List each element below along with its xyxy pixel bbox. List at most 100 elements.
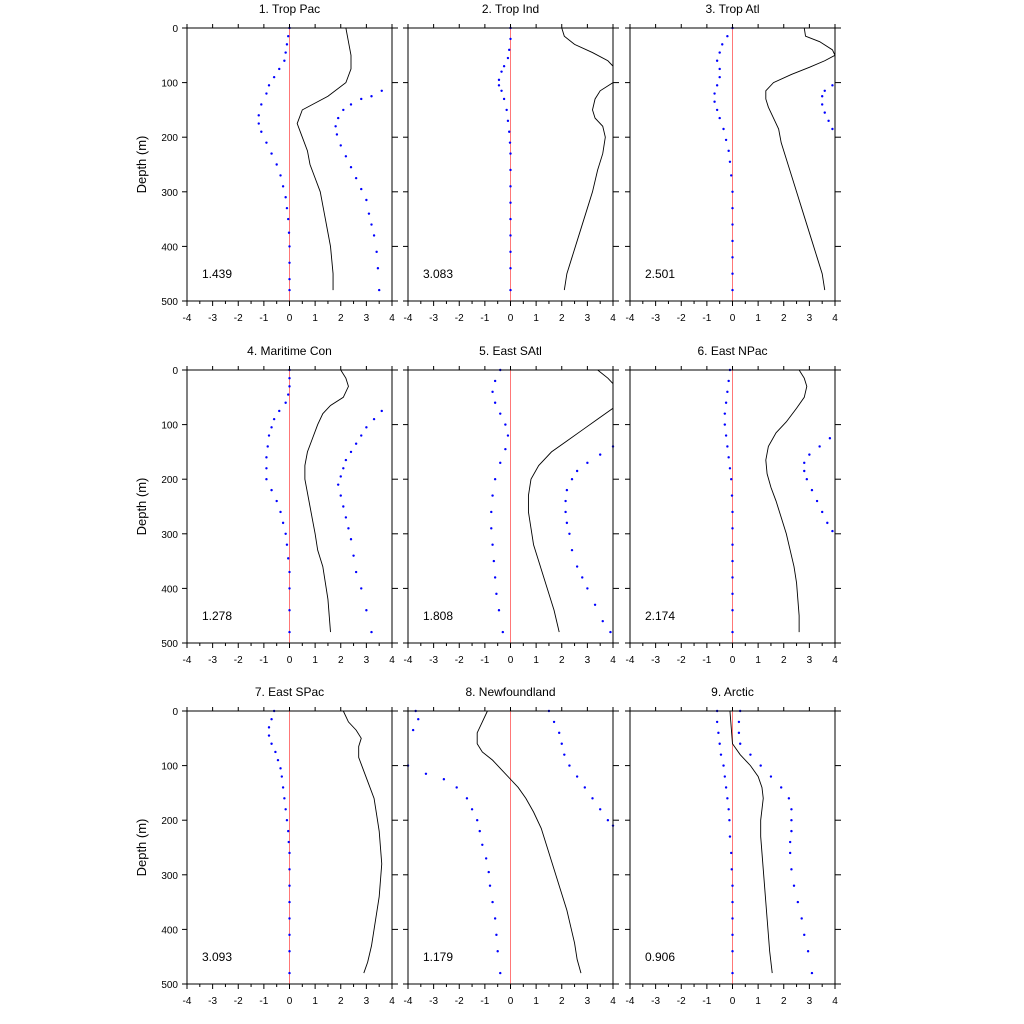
profile-dot <box>491 900 494 904</box>
profile-line <box>729 710 773 974</box>
profile-dot <box>505 108 508 112</box>
profile-dot <box>281 786 285 789</box>
x-tick-label: 2 <box>781 313 787 324</box>
profile-dot <box>506 119 510 123</box>
profile-dot <box>728 467 732 470</box>
profile-dot <box>265 92 268 95</box>
y-tick-label: 0 <box>172 366 178 377</box>
profile-dot <box>509 37 512 41</box>
profile-dot <box>738 742 742 745</box>
x-tick-label: 0 <box>508 996 514 1007</box>
panel-3: -4 -3 -2 -1 0 1 2 3 4 3. Trop Atl 2.501 <box>625 2 841 324</box>
profile-dot <box>266 445 269 448</box>
profile-dot <box>586 587 589 590</box>
panel-stat-value: 1.278 <box>202 609 232 623</box>
profile-line <box>342 710 383 974</box>
profile-line <box>765 369 808 633</box>
x-tick-label: 1 <box>533 996 539 1007</box>
profile-dot <box>730 478 733 481</box>
profile-dot <box>284 401 287 404</box>
profile-dot <box>737 720 741 724</box>
dotted-profile <box>257 26 291 292</box>
x-tick-label: 0 <box>730 655 736 666</box>
profile-dot <box>360 434 363 437</box>
profile-dot <box>731 900 734 904</box>
profile-dot <box>820 510 824 514</box>
dotted-profile <box>803 437 834 533</box>
x-tick-label: -4 <box>183 996 192 1007</box>
profile-dot <box>284 51 287 54</box>
profile-dot <box>370 223 373 226</box>
profile-dot <box>491 494 494 497</box>
x-tick-label: -3 <box>651 996 660 1007</box>
profile-dot <box>281 521 285 525</box>
profile-dot <box>493 379 497 383</box>
profile-dot <box>715 108 719 112</box>
profile-dot <box>713 92 716 95</box>
profile-dot <box>288 933 291 937</box>
dotted-profile <box>406 764 502 975</box>
panel-stat-value: 3.083 <box>423 267 453 281</box>
profile-dot <box>288 261 291 264</box>
profile-dot <box>779 786 783 789</box>
profile-dot <box>465 797 469 800</box>
profile-dot <box>288 950 291 953</box>
panel-8: -4 -3 -2 -1 0 1 2 3 4 8. Newfoundland 1.179 <box>403 685 619 1007</box>
profile-dot <box>731 527 734 530</box>
profile-dot <box>815 499 819 503</box>
profile-dot <box>342 108 345 112</box>
profile-dot <box>727 379 730 383</box>
y-tick-label: 500 <box>161 639 178 650</box>
profile-dot <box>365 198 368 202</box>
profile-dot <box>424 772 428 775</box>
profile-dot <box>724 786 728 789</box>
profile-dot <box>609 630 612 634</box>
profile-dot <box>731 239 734 243</box>
profile-dot <box>508 48 511 52</box>
profile-dot <box>504 447 507 451</box>
profile-line <box>304 369 349 633</box>
y-tick-label: 100 <box>161 421 178 432</box>
profile-dot <box>260 130 263 133</box>
profile-dot <box>260 103 263 106</box>
x-tick-label: -4 <box>404 313 413 324</box>
y-tick-label: 500 <box>161 980 178 991</box>
profile-dot <box>509 217 512 221</box>
x-tick-label: -3 <box>651 313 660 324</box>
panel-stat-value: 0.906 <box>645 950 675 964</box>
profile-dot <box>509 168 512 172</box>
profile-dot <box>411 728 415 732</box>
x-tick-label: -4 <box>404 655 413 666</box>
profile-dot <box>342 505 345 508</box>
profile-dot <box>502 97 506 101</box>
x-tick-label: 1 <box>312 313 318 324</box>
profile-dot <box>730 868 733 871</box>
profile-dot <box>803 461 806 465</box>
dotted-profile <box>497 26 512 292</box>
profile-dot <box>270 152 273 155</box>
panel-stat-value: 1.179 <box>423 950 453 964</box>
profile-dot <box>509 152 512 155</box>
profile-dot <box>509 185 512 188</box>
profile-dot <box>713 100 716 103</box>
profile-dot <box>823 89 826 92</box>
profile-dot <box>495 933 498 937</box>
y-axis-label: Depth (m) <box>134 819 149 877</box>
profile-dot <box>731 884 734 887</box>
x-tick-label: -1 <box>702 996 711 1007</box>
x-tick-label: 3 <box>364 313 370 324</box>
profile-dot <box>287 231 291 234</box>
profile-dot <box>270 488 273 492</box>
profile-dot <box>339 475 342 478</box>
profile-dot <box>417 717 420 721</box>
profile-dot <box>601 619 604 623</box>
profile-dot <box>280 775 284 778</box>
x-tick-label: 1 <box>533 313 539 324</box>
profile-dot <box>731 576 734 579</box>
profile-dot <box>810 971 814 975</box>
profile-dot <box>278 409 281 413</box>
profile-dot <box>557 731 561 735</box>
panel-title: 1. Trop Pac <box>259 2 320 16</box>
profile-dot <box>275 499 278 503</box>
profile-dot <box>497 609 501 612</box>
